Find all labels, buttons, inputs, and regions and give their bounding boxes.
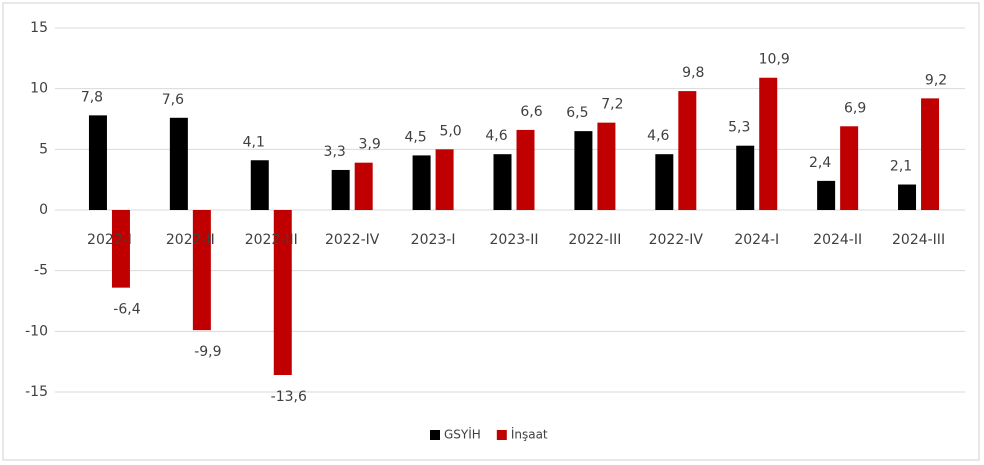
bar bbox=[817, 180, 836, 210]
y-tick-label: 10 bbox=[30, 81, 48, 97]
data-label: 6,6 bbox=[520, 104, 542, 120]
bar bbox=[192, 210, 211, 331]
y-tick-label: 15 bbox=[30, 20, 48, 36]
bar bbox=[273, 210, 292, 376]
bar bbox=[921, 98, 940, 210]
y-tick-label: 0 bbox=[39, 202, 48, 218]
data-label: -6,4 bbox=[113, 302, 140, 318]
bar bbox=[88, 115, 107, 210]
legend-swatch bbox=[496, 430, 507, 440]
data-label: 7,8 bbox=[81, 89, 103, 105]
x-tick-label: 2024-III bbox=[892, 232, 945, 248]
data-label: 4,6 bbox=[647, 128, 669, 144]
data-label: 5,0 bbox=[439, 123, 461, 139]
y-tick-label: 5 bbox=[39, 141, 48, 157]
data-label: 4,6 bbox=[485, 128, 507, 144]
data-label: 3,9 bbox=[359, 137, 381, 153]
data-label: 9,8 bbox=[682, 65, 704, 81]
bar bbox=[655, 154, 674, 210]
y-tick-label: -10 bbox=[25, 323, 48, 339]
legend-label: GSYİH bbox=[444, 427, 481, 442]
x-tick-label: 2022-I bbox=[87, 232, 132, 248]
bar bbox=[493, 154, 512, 210]
x-tick-label: 2023-II bbox=[490, 232, 539, 248]
data-label: 5,3 bbox=[728, 120, 750, 136]
bar bbox=[574, 131, 593, 210]
x-tick-label: 2022-II bbox=[166, 232, 215, 248]
y-tick-label: -5 bbox=[34, 263, 48, 279]
data-label: 4,5 bbox=[404, 129, 426, 145]
bar bbox=[169, 117, 188, 210]
data-label: 2,4 bbox=[809, 155, 831, 171]
data-label: 10,9 bbox=[759, 52, 790, 68]
data-label: 6,5 bbox=[566, 105, 588, 121]
legend-swatch bbox=[430, 430, 440, 440]
bar bbox=[354, 162, 373, 210]
bar bbox=[111, 210, 130, 288]
x-tick-label: 2022-III bbox=[568, 232, 621, 248]
data-label: 7,6 bbox=[162, 92, 184, 108]
x-tick-label: 2023-I bbox=[411, 232, 456, 248]
bar bbox=[759, 77, 778, 210]
data-label: 3,3 bbox=[324, 144, 346, 160]
data-label: 4,1 bbox=[243, 134, 265, 150]
bar bbox=[898, 184, 917, 210]
y-tick-label: -15 bbox=[25, 384, 48, 400]
bar bbox=[736, 145, 755, 210]
bar bbox=[597, 122, 616, 210]
bar bbox=[678, 91, 697, 210]
x-tick-label: 2024-I bbox=[734, 232, 779, 248]
bar bbox=[840, 126, 859, 210]
bar bbox=[250, 160, 269, 210]
x-tick-label: 2022-III bbox=[245, 232, 298, 248]
bar bbox=[412, 155, 431, 210]
x-tick-label: 2022-IV bbox=[325, 232, 380, 248]
data-label: 7,2 bbox=[601, 97, 623, 113]
legend-label: İnşaat bbox=[511, 427, 548, 442]
x-tick-label: 2024-II bbox=[813, 232, 862, 248]
data-label: 2,1 bbox=[890, 159, 912, 175]
data-label: -13,6 bbox=[271, 389, 307, 405]
data-label: 9,2 bbox=[925, 72, 947, 88]
data-label: -9,9 bbox=[194, 344, 221, 360]
bar bbox=[331, 169, 350, 210]
bar bbox=[435, 149, 454, 210]
data-label: 6,9 bbox=[844, 100, 866, 116]
x-tick-label: 2022-IV bbox=[649, 232, 704, 248]
bar bbox=[516, 129, 535, 210]
